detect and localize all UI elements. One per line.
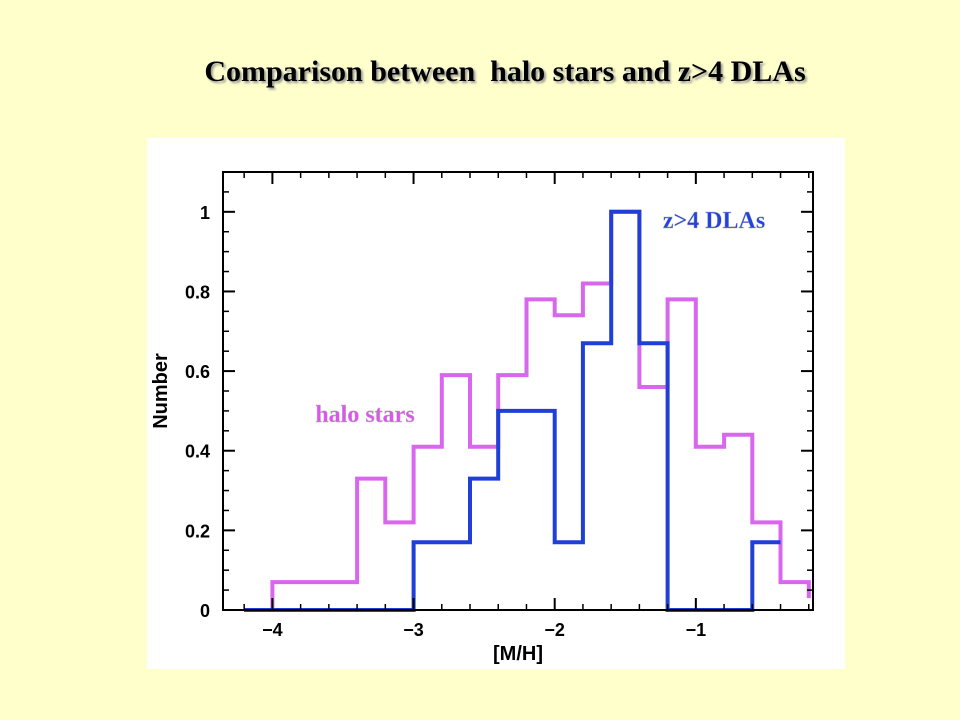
y-axis-label: Number [150, 353, 172, 429]
annotation-dla: z>4 DLAs [663, 208, 765, 234]
x-tick-label: −2 [544, 620, 565, 640]
x-tick-label: −4 [262, 620, 283, 640]
x-tick-label: −1 [686, 620, 707, 640]
slide-title: Comparison between halo stars and z>4 DL… [204, 55, 806, 88]
y-tick-label: 0 [200, 601, 210, 621]
x-axis-label: [M/H] [493, 643, 543, 665]
series-halo-stars-line [244, 209, 811, 612]
y-tick-label: 1 [200, 203, 210, 223]
plot-frame [222, 171, 814, 611]
y-tick-label: 0.8 [185, 282, 210, 302]
histogram-chart: −4 −3 −2 −1 0 0.2 0.4 0.6 0.8 1 [M/H] Number halo… [150, 171, 814, 665]
x-tick-label: −3 [403, 620, 424, 640]
y-tick-label: 0.2 [185, 521, 210, 541]
y-tick-label: 0.4 [185, 442, 210, 462]
chart-panel: −4 −3 −2 −1 0 0.2 0.4 0.6 0.8 1 [M/H] Number halo… [147, 138, 845, 669]
annotation-halo-stars: halo stars [315, 402, 414, 428]
y-tick-label: 0.6 [185, 362, 210, 382]
